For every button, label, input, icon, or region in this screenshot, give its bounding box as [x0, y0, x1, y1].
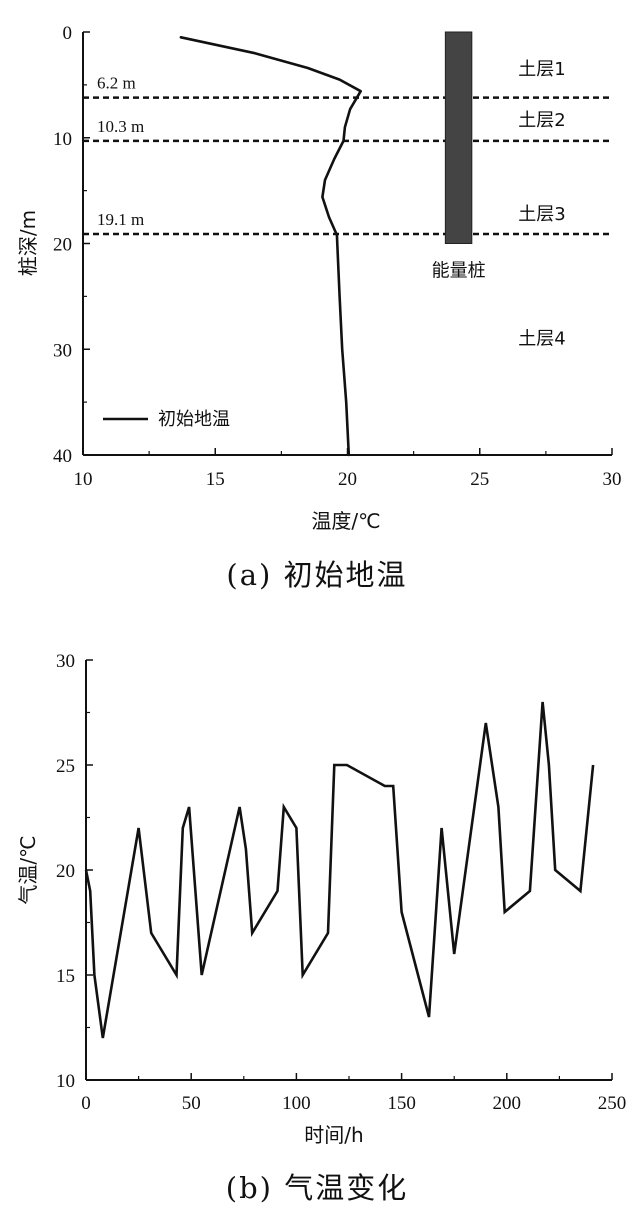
chart-b-x-axis-title: 时间/h [304, 1123, 363, 1147]
x-tick-label: 10 [74, 469, 93, 490]
y-tick-label: 40 [53, 446, 72, 467]
y-tick-label: 20 [56, 861, 75, 882]
chart-b-axes: 0 50 100 150 200 250 10 15 20 25 30 [56, 651, 626, 1114]
soil-layer-label: 土层2 [518, 110, 565, 131]
soil-layer-label: 土层4 [518, 329, 565, 350]
y-tick-label: 10 [56, 1071, 75, 1092]
chart-a-series [179, 36, 362, 457]
x-tick-label: 30 [603, 469, 622, 490]
energy-pile-bar [444, 31, 473, 244]
series-line-air-temperature [84, 701, 595, 1039]
y-tick-label: 10 [53, 129, 72, 150]
energy-pile: 能量桩 [432, 31, 486, 282]
layer-boundary-label: 19.1 m [97, 210, 144, 229]
y-tick-label: 15 [56, 966, 75, 987]
chart-a-x-axis-title: 温度/℃ [311, 509, 380, 533]
x-tick-label: 25 [470, 469, 489, 490]
chart-b-y-axis-title: 气温/℃ [16, 835, 40, 904]
chart-a-caption: (a) 初始地温 [226, 558, 407, 592]
y-tick-label: 0 [63, 23, 73, 44]
x-tick-label: 20 [338, 469, 357, 490]
y-tick-label: 30 [53, 340, 72, 361]
layer-boundary-label: 10.3 m [97, 117, 144, 136]
soil-layer-label: 土层1 [518, 59, 565, 80]
x-tick-label: 50 [182, 1093, 201, 1114]
soil-layer-boundaries: 6.2 m 10.3 m 19.1 m 土层1 土层2 土层3 土层4 [83, 59, 612, 350]
chart-b-series [84, 701, 595, 1039]
x-tick-label: 15 [206, 469, 225, 490]
chart-a-axes: 10 15 20 25 30 0 10 20 30 40 [53, 23, 622, 490]
chart-b-air-temperature: 0 50 100 150 200 250 10 15 20 25 30 时间/h 气温/℃ (b) … [16, 651, 626, 1205]
y-tick-label: 20 [53, 235, 72, 256]
x-tick-label: 100 [282, 1093, 311, 1114]
energy-pile-label: 能量桩 [432, 261, 486, 282]
chart-a-legend: 初始地温 [103, 409, 230, 430]
chart-b-caption: (b) 气温变化 [226, 1171, 408, 1205]
chart-a-initial-ground-temperature: 6.2 m 10.3 m 19.1 m 土层1 土层2 土层3 土层4 能量桩 10 15 20… [16, 23, 622, 592]
soil-layer-label: 土层3 [518, 204, 565, 225]
y-tick-label: 25 [56, 756, 75, 777]
series-line-initial-ground-temp [179, 36, 362, 457]
x-tick-label: 0 [81, 1093, 91, 1114]
y-tick-label: 30 [56, 651, 75, 672]
x-tick-label: 200 [493, 1093, 522, 1114]
layer-boundary-label: 6.2 m [97, 74, 136, 93]
legend-label-initial-ground-temp: 初始地温 [158, 409, 230, 430]
chart-a-y-axis-title: 桩深/m [16, 210, 40, 276]
x-tick-label: 150 [387, 1093, 416, 1114]
x-tick-label: 250 [598, 1093, 627, 1114]
